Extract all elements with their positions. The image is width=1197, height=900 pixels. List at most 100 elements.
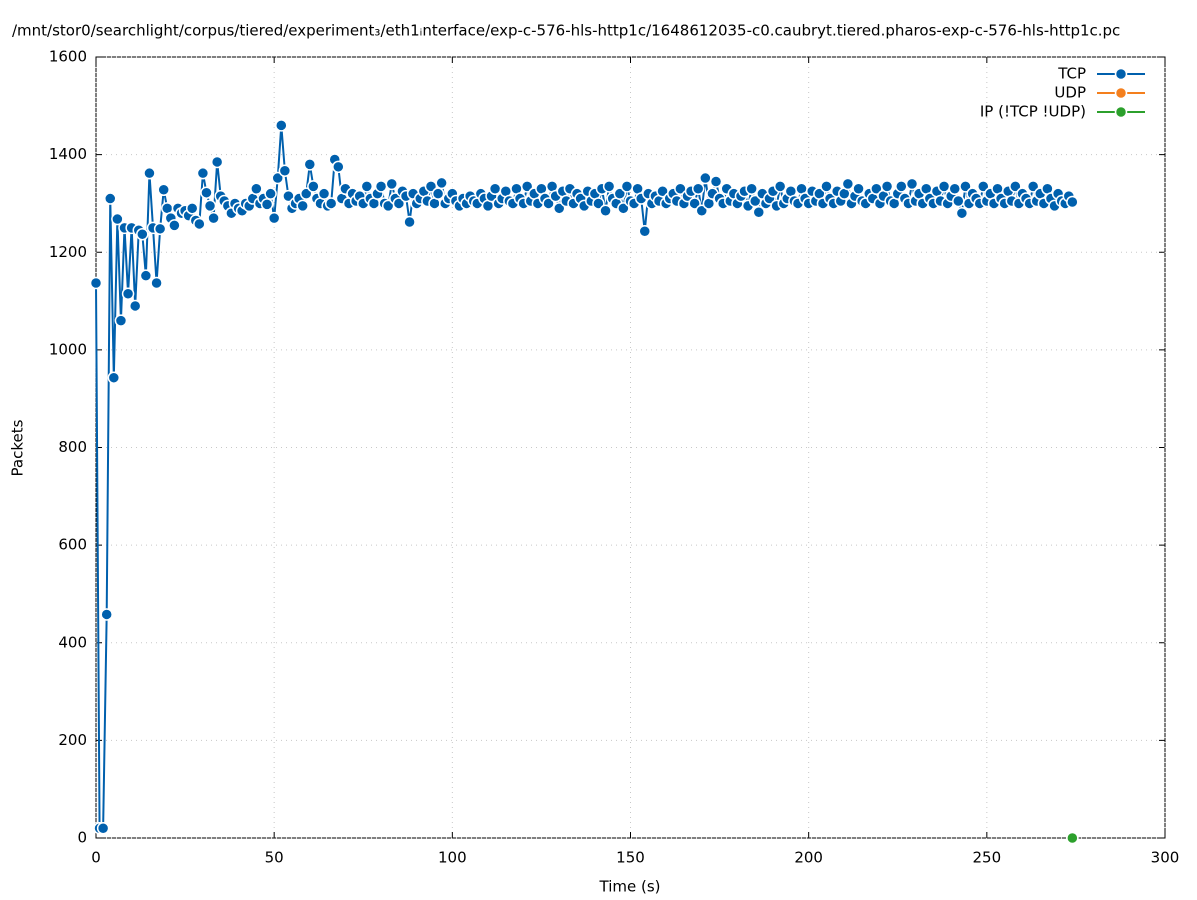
- data-point: [107, 371, 121, 384]
- data-point: [278, 164, 292, 177]
- data-point: [385, 177, 399, 191]
- data-point: [688, 197, 701, 210]
- data-point: [157, 183, 170, 197]
- data-point: [168, 219, 181, 232]
- legend-swatch-point: [1114, 67, 1128, 81]
- y-tick-label: 1600: [49, 48, 87, 66]
- data-point: [121, 287, 135, 300]
- data-point: [210, 155, 224, 169]
- x-tick-label: 250: [973, 849, 1002, 867]
- data-point: [599, 204, 612, 218]
- data-point: [542, 197, 555, 210]
- data-point: [185, 202, 199, 215]
- data-point: [638, 225, 652, 238]
- x-tick-label: 50: [265, 849, 284, 867]
- data-point: [403, 215, 416, 229]
- data-point: [1009, 180, 1022, 193]
- data-point: [392, 197, 406, 210]
- data-point: [699, 171, 712, 185]
- data-point: [153, 222, 167, 236]
- x-tick-label: 200: [794, 849, 823, 867]
- data-point: [275, 119, 288, 132]
- data-point: [955, 206, 969, 220]
- data-point: [620, 180, 634, 193]
- data-point: [552, 202, 566, 215]
- y-tick-label: 800: [58, 438, 87, 456]
- x-axis-label: Time (s): [599, 878, 661, 896]
- data-point: [1066, 831, 1079, 845]
- data-point: [307, 180, 320, 193]
- data-point: [880, 180, 894, 193]
- data-point: [196, 166, 210, 180]
- data-point: [303, 158, 317, 171]
- data-point: [613, 187, 627, 200]
- data-point: [203, 199, 217, 213]
- y-tick-label: 200: [58, 731, 87, 749]
- x-tick-label: 150: [616, 849, 645, 867]
- x-tick-label: 300: [1151, 849, 1180, 867]
- data-point: [264, 187, 277, 200]
- data-point: [1026, 180, 1040, 193]
- data-point: [271, 171, 284, 185]
- data-point: [136, 227, 149, 241]
- data-point: [296, 199, 309, 213]
- data-point: [752, 205, 766, 219]
- legend-label: IP (!TCP !UDP): [980, 103, 1086, 121]
- y-tick-label: 400: [58, 633, 87, 651]
- data-point: [139, 269, 153, 282]
- legend-label: UDP: [1054, 84, 1086, 102]
- data-point: [435, 176, 448, 190]
- data-point: [695, 204, 709, 218]
- data-point: [773, 180, 787, 193]
- chart-title: /mnt/stor0/searchlight/corpus/tiered/exp…: [12, 22, 1120, 40]
- series-line: [95, 124, 1074, 830]
- data-point: [143, 166, 156, 180]
- data-point: [592, 197, 605, 210]
- data-point: [299, 187, 313, 200]
- data-point: [520, 180, 534, 193]
- data-point: [317, 187, 331, 200]
- data-point: [905, 177, 919, 191]
- data-point: [100, 608, 113, 621]
- data-point: [841, 177, 855, 191]
- data-point: [691, 182, 705, 196]
- x-tick-label: 0: [91, 849, 101, 867]
- legend-swatch-point: [1114, 105, 1128, 119]
- data-point: [977, 180, 990, 193]
- data-point: [1066, 195, 1079, 209]
- data-point: [89, 276, 103, 290]
- data-point: [267, 211, 281, 225]
- y-tick-label: 600: [58, 536, 87, 554]
- legend-label: TCP: [1057, 65, 1086, 83]
- data-point: [324, 197, 338, 210]
- data-point: [104, 192, 117, 205]
- y-tick-label: 1000: [49, 340, 87, 358]
- data-point: [617, 202, 630, 215]
- data-point: [193, 217, 206, 231]
- data-point: [200, 186, 213, 199]
- data-point: [895, 180, 908, 193]
- data-point: [96, 821, 110, 835]
- data-point: [709, 175, 723, 188]
- y-tick-label: 1200: [49, 243, 87, 261]
- data-point: [820, 180, 833, 193]
- data-point: [150, 276, 163, 290]
- data-point: [250, 182, 263, 196]
- data-point: [111, 212, 124, 226]
- data-point: [948, 182, 962, 196]
- y-axis-label: Packets: [9, 419, 27, 476]
- data-point: [360, 180, 374, 193]
- data-point: [114, 314, 128, 327]
- data-point: [959, 180, 972, 193]
- data-point: [332, 160, 345, 174]
- data-point: [745, 182, 758, 196]
- data-point: [488, 182, 502, 196]
- data-point: [937, 180, 951, 193]
- legend-swatch-point: [1114, 86, 1128, 100]
- y-tick-label: 1400: [49, 145, 87, 163]
- data-point: [374, 180, 388, 193]
- data-point: [207, 211, 220, 225]
- data-point: [431, 187, 445, 200]
- y-tick-label: 0: [77, 829, 87, 847]
